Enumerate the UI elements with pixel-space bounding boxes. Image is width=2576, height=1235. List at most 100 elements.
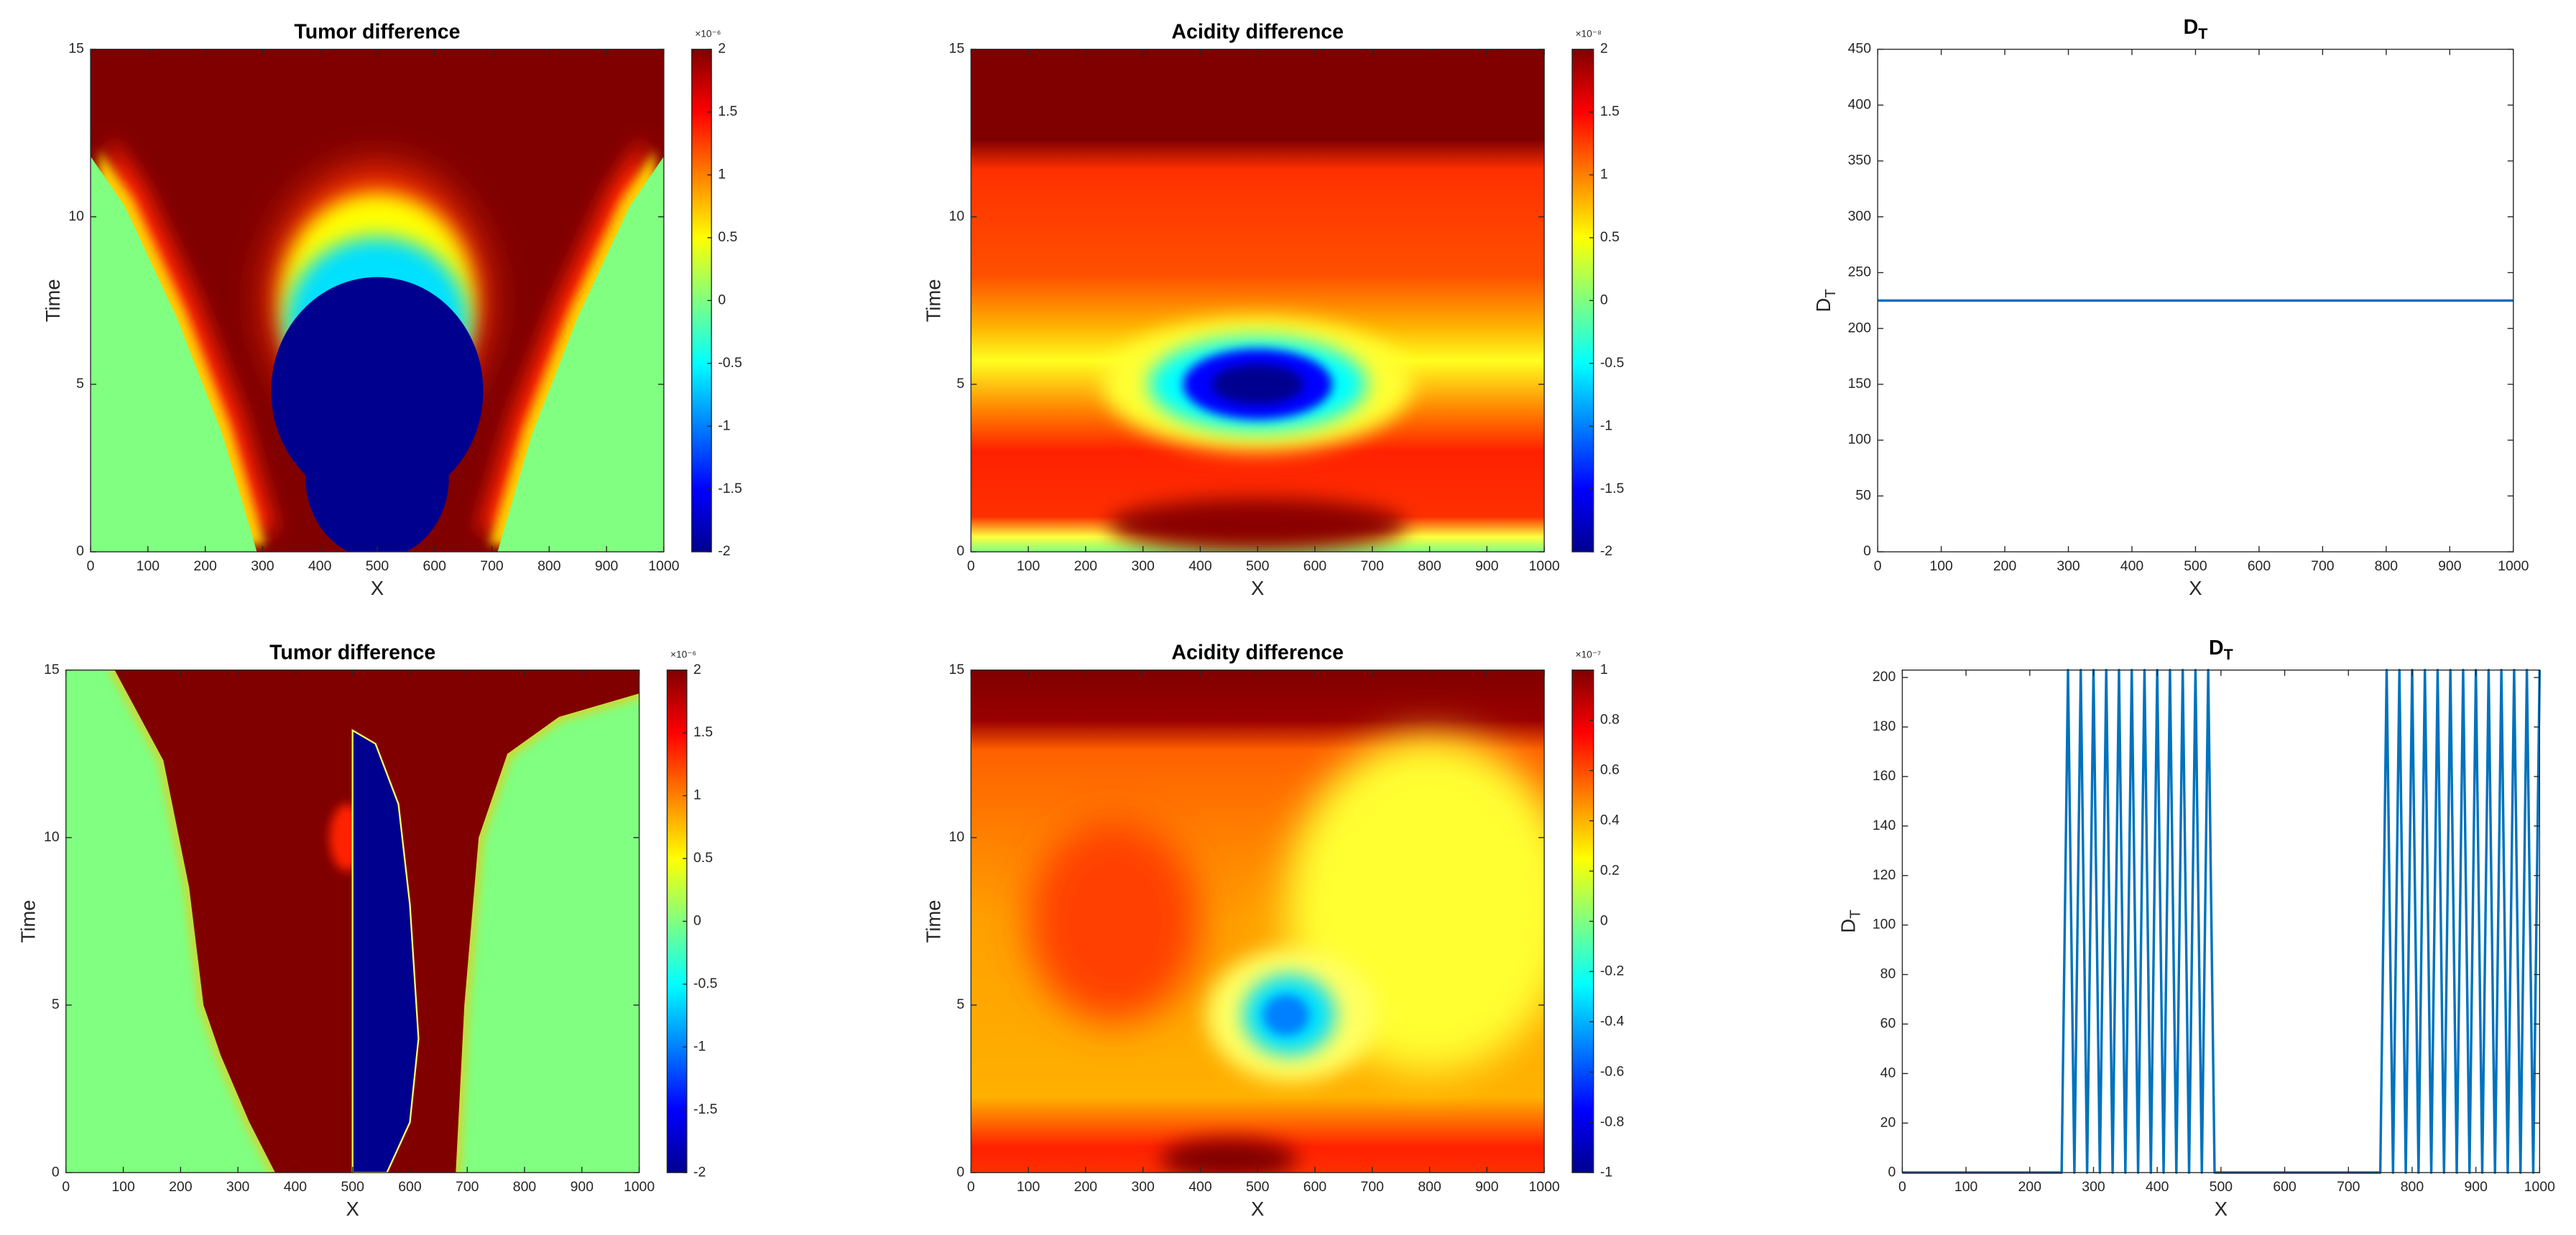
x-tick-label: 300 (226, 1179, 250, 1195)
colorbar-tick-label: -0.6 (1600, 1063, 1624, 1079)
x-axis-label: X (2189, 577, 2202, 599)
y-tick-label: 450 (1848, 41, 1872, 57)
colorbar-tick-label: 2 (1600, 41, 1608, 57)
colorbar-tick-label: 0 (1600, 913, 1608, 929)
x-tick-label: 500 (341, 1179, 364, 1195)
x-tick-label: 800 (1418, 1179, 1441, 1195)
y-tick-label: 0 (1888, 1164, 1896, 1180)
colorbar-tick-label: 1 (1600, 167, 1608, 182)
x-tick-label: 300 (1131, 1179, 1155, 1195)
colorbar-tick-label: -0.8 (1600, 1114, 1624, 1129)
x-tick-label: 300 (2056, 558, 2080, 574)
subplot: 0 100 200 300 400 500 600 700 800 900 1000051015Tu… (17, 641, 718, 1220)
x-tick-label: 600 (2273, 1179, 2296, 1195)
y-tick-label: 40 (1880, 1065, 1896, 1081)
x-tick-label: 700 (2337, 1179, 2360, 1195)
y-tick-label: 300 (1848, 208, 1872, 224)
x-tick-label: 700 (2311, 558, 2335, 574)
subplot: 0 100 200 300 400 500 600 700 800 900 1000 0 50 100 15… (1812, 15, 2529, 598)
x-tick-label: 400 (1188, 558, 1212, 574)
y-tick-label: 150 (1848, 376, 1872, 392)
colorbar-tick-label: 0.5 (718, 229, 737, 245)
y-tick-label: 200 (1848, 320, 1872, 336)
x-tick-label: 1000 (648, 558, 679, 574)
x-tick-label: 700 (456, 1179, 479, 1195)
x-tick-label: 0 (967, 1179, 975, 1195)
colorbar-tick-label: 0.5 (693, 850, 713, 866)
x-tick-label: 400 (308, 558, 332, 574)
x-tick-label: 600 (1303, 558, 1327, 574)
label-sub: T (2198, 25, 2207, 42)
colorbar-tick-label: -1 (718, 417, 730, 433)
line (1902, 668, 2542, 1174)
colorbar-tick-label: 1 (1600, 662, 1608, 677)
colorbar-tick-label: -0.5 (718, 355, 742, 371)
x-tick-label: 900 (2464, 1179, 2488, 1195)
x-tick-label: 200 (1074, 1179, 1098, 1195)
colorbar-exponent: ×10⁻⁶ (670, 649, 696, 660)
y-tick-label: 200 (1873, 669, 1896, 685)
y-tick-label: 60 (1880, 1016, 1896, 1032)
x-tick-label: 1000 (2524, 1179, 2555, 1195)
y-tick-label: 15 (949, 41, 965, 57)
y-tick-label: 5 (956, 376, 964, 392)
x-tick-label: 100 (137, 558, 160, 574)
x-tick-label: 0 (967, 558, 975, 574)
colorbar-tick-label: -1.5 (718, 481, 742, 496)
x-tick-label: 500 (2184, 558, 2207, 574)
y-axis-label: Time (17, 899, 40, 943)
colorbar-tick-label: -1 (1600, 1164, 1612, 1180)
y-tick-label: 15 (44, 662, 60, 677)
x-tick-label: 400 (2146, 1179, 2169, 1195)
x-tick-label: 900 (571, 1179, 594, 1195)
y-axis-label: Time (42, 279, 64, 322)
heatmap (971, 670, 1545, 1173)
colorbar-tick-label: 1 (693, 787, 701, 803)
x-tick-label: 800 (1418, 558, 1441, 574)
label-main: D (2209, 636, 2224, 659)
heatmap (65, 670, 640, 1173)
colorbar-tick-label: 1 (718, 167, 726, 182)
y-tick-label: 5 (52, 996, 60, 1012)
colorbar-tick-label: 0.2 (1600, 863, 1620, 879)
x-tick-label: 0 (87, 558, 95, 574)
y-tick-label: 400 (1848, 96, 1872, 112)
y-tick-label: 100 (1873, 917, 1896, 933)
colorbar-tick-label: -1 (693, 1038, 706, 1054)
label-main: D (1837, 919, 1860, 933)
colorbar-tick-label: -0.5 (693, 976, 717, 991)
x-tick-label: 500 (1246, 558, 1270, 574)
x-axis-label: X (1251, 577, 1264, 599)
y-tick-label: 0 (52, 1164, 60, 1180)
x-tick-label: 700 (480, 558, 504, 574)
y-axis-label: DT (1812, 289, 1839, 313)
colorbar-tick-label: -1.5 (1600, 481, 1624, 496)
y-tick-label: 80 (1880, 966, 1896, 982)
x-tick-label: 600 (2248, 558, 2271, 574)
heatmap (91, 49, 664, 552)
heatmap (971, 49, 1545, 552)
colorbar-tick-label: 0 (1600, 292, 1608, 307)
x-axis-label: X (346, 1198, 359, 1220)
colorbar-tick-label: -1 (1600, 417, 1612, 433)
chart-title: Acidity difference (1171, 20, 1344, 43)
x-tick-label: 700 (1361, 1179, 1385, 1195)
chart-title: DT (2209, 636, 2233, 662)
x-tick-label: 500 (1246, 1179, 1270, 1195)
colorbar-tick-label: 0 (693, 913, 701, 929)
x-tick-label: 100 (111, 1179, 135, 1195)
y-tick-label: 0 (956, 1164, 964, 1180)
colorbar-exponent: ×10⁻⁷ (1576, 649, 1601, 660)
y-tick-label: 250 (1848, 264, 1872, 280)
x-tick-label: 900 (1475, 1179, 1499, 1195)
chart-title: DT (2184, 15, 2208, 42)
colorbar-exponent: ×10⁻⁶ (695, 29, 721, 40)
x-axis-label: X (2215, 1198, 2228, 1220)
x-tick-label: 300 (2082, 1179, 2105, 1195)
label-main: D (1812, 298, 1834, 313)
colorbar-tick-label: -0.5 (1600, 355, 1624, 371)
x-tick-label: 400 (284, 1179, 308, 1195)
x-tick-label: 100 (1017, 1179, 1040, 1195)
x-tick-label: 200 (169, 1179, 193, 1195)
